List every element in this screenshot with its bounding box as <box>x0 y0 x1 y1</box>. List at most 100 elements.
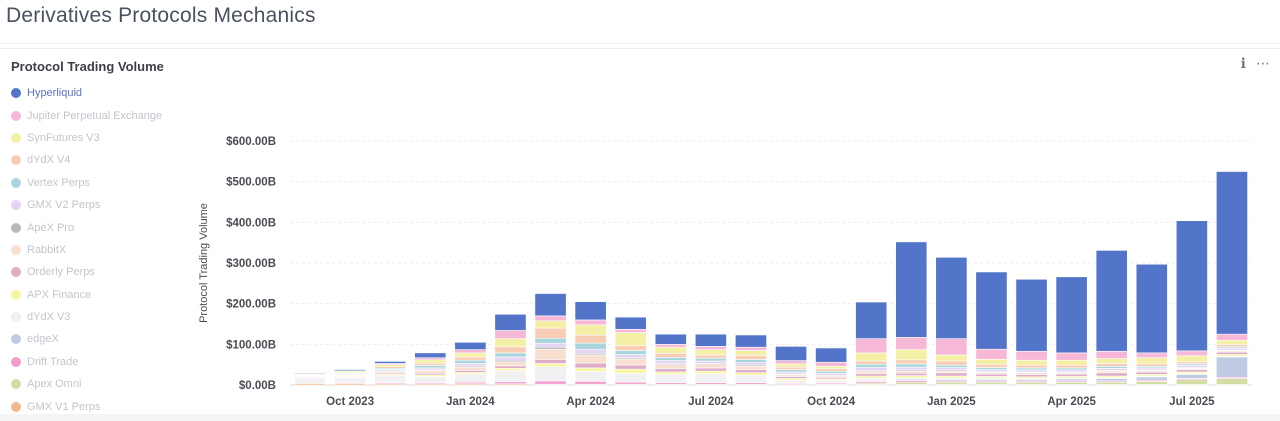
bar-segment[interactable] <box>775 360 807 365</box>
bar-segment[interactable] <box>494 356 527 361</box>
bar-segment[interactable] <box>694 354 727 359</box>
bar-segment[interactable] <box>1216 339 1248 345</box>
bar-segment[interactable] <box>574 342 607 350</box>
bar-segment[interactable] <box>1175 379 1208 385</box>
bar-segment[interactable] <box>694 373 727 383</box>
bar-segment[interactable] <box>975 363 1008 368</box>
bar-segment[interactable] <box>694 370 727 374</box>
bar-segment[interactable] <box>494 361 527 367</box>
bar-segment[interactable] <box>935 375 968 379</box>
bar-segment[interactable] <box>694 364 727 369</box>
bar-segment[interactable] <box>1175 220 1208 352</box>
bar-segment[interactable] <box>614 328 647 333</box>
bar-segment[interactable] <box>414 376 447 383</box>
bar-segment[interactable] <box>1055 359 1088 366</box>
bar-segment[interactable] <box>1095 365 1128 369</box>
bar-segment[interactable] <box>815 372 848 376</box>
bar-segment[interactable] <box>454 349 487 354</box>
bar-segment[interactable] <box>374 364 407 367</box>
bar-segment[interactable] <box>895 381 928 385</box>
bar-segment[interactable] <box>1216 171 1248 335</box>
legend-item[interactable]: Jupiter Perpetual Exchange <box>11 104 191 126</box>
bar-segment[interactable] <box>855 375 888 379</box>
bar-segment[interactable] <box>1135 363 1168 367</box>
bar-segment[interactable] <box>735 374 767 383</box>
bar-segment[interactable] <box>1055 367 1088 371</box>
bar-segment[interactable] <box>414 367 447 371</box>
bar-segment[interactable] <box>654 357 687 361</box>
bar-segment[interactable] <box>694 360 727 364</box>
bar-segment[interactable] <box>735 334 767 348</box>
bar-segment[interactable] <box>1015 278 1048 352</box>
legend-item[interactable]: SynFutures V3 <box>11 127 191 149</box>
bar-segment[interactable] <box>574 319 607 326</box>
bar-segment[interactable] <box>614 350 647 355</box>
bar-segment[interactable] <box>414 370 447 374</box>
bar-segment[interactable] <box>1055 381 1088 385</box>
bar-segment[interactable] <box>855 377 888 381</box>
bar-segment[interactable] <box>935 381 968 385</box>
legend-item[interactable]: RabbitX <box>11 239 191 261</box>
bar-segment[interactable] <box>775 366 807 370</box>
bar-segment[interactable] <box>654 352 687 358</box>
bar-segment[interactable] <box>855 338 888 354</box>
bar-segment[interactable] <box>414 362 447 366</box>
bar-segment[interactable] <box>895 366 928 371</box>
bar-segment[interactable] <box>454 363 487 367</box>
bar-segment[interactable] <box>1216 344 1248 348</box>
bar-segment[interactable] <box>414 357 447 361</box>
legend-item[interactable]: Orderly Perps <box>11 261 191 283</box>
bar-segment[interactable] <box>574 334 607 344</box>
bar-segment[interactable] <box>775 371 807 375</box>
bar-segment[interactable] <box>1135 371 1168 375</box>
bar-segment[interactable] <box>855 352 888 362</box>
bar-segment[interactable] <box>975 271 1008 350</box>
bar-segment[interactable] <box>614 316 647 330</box>
bar-segment[interactable] <box>735 365 767 370</box>
bar-segment[interactable] <box>454 342 487 350</box>
bar-segment[interactable] <box>1216 347 1248 351</box>
bar-segment[interactable] <box>614 345 647 351</box>
bar-segment[interactable] <box>694 357 727 362</box>
bar-segment[interactable] <box>574 354 607 364</box>
bar-segment[interactable] <box>494 368 527 371</box>
bar-segment[interactable] <box>735 369 767 374</box>
bar-segment[interactable] <box>855 363 888 368</box>
bar-segment[interactable] <box>1175 350 1208 357</box>
bar-segment[interactable] <box>614 372 647 383</box>
legend-item[interactable]: APX Finance <box>11 284 191 306</box>
bar-segment[interactable] <box>735 372 767 376</box>
bar-segment[interactable] <box>694 349 727 356</box>
bar-segment[interactable] <box>1055 369 1088 373</box>
bar-segment[interactable] <box>534 337 567 344</box>
bar-segment[interactable] <box>654 374 687 383</box>
bar-segment[interactable] <box>574 324 607 336</box>
bar-segment[interactable] <box>454 370 487 373</box>
legend-item[interactable]: Apex Omni <box>11 373 191 395</box>
bar-segment[interactable] <box>975 381 1008 385</box>
bar-segment[interactable] <box>935 372 968 377</box>
bar-segment[interactable] <box>1015 369 1048 373</box>
bar-segment[interactable] <box>454 356 487 361</box>
bar-segment[interactable] <box>855 371 888 374</box>
bar-segment[interactable] <box>534 380 567 385</box>
bar-segment[interactable] <box>414 359 447 364</box>
bar-segment[interactable] <box>614 364 647 370</box>
bar-segment[interactable] <box>895 359 928 365</box>
bar-segment[interactable] <box>815 365 848 370</box>
bar-segment[interactable] <box>895 349 928 361</box>
bar-segment[interactable] <box>895 370 928 374</box>
bar-segment[interactable] <box>1095 368 1128 371</box>
legend-item[interactable]: ApeX Pro <box>11 216 191 238</box>
bar-segment[interactable] <box>494 365 527 369</box>
bar-segment[interactable] <box>895 241 928 338</box>
bar-segment[interactable] <box>614 368 647 374</box>
bar-segment[interactable] <box>534 293 567 317</box>
bar-segment[interactable] <box>654 371 687 375</box>
bar-segment[interactable] <box>775 379 807 384</box>
legend-item[interactable]: dYdX V3 <box>11 306 191 328</box>
bar-segment[interactable] <box>735 346 767 351</box>
bar-segment[interactable] <box>1015 374 1048 378</box>
bar-segment[interactable] <box>1216 378 1248 385</box>
bar-segment[interactable] <box>494 370 527 383</box>
